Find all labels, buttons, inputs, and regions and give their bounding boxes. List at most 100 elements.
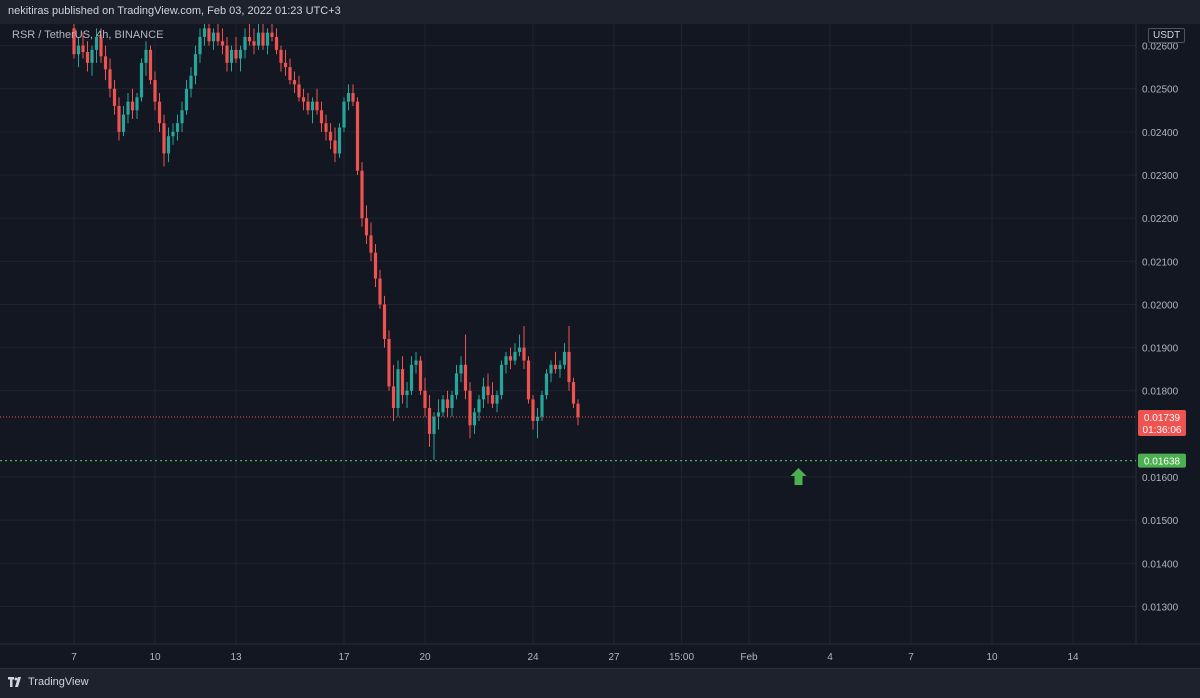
- candle: [355, 97, 360, 176]
- candle-body: [441, 399, 445, 413]
- candle-body: [558, 364, 562, 370]
- candle: [292, 71, 297, 94]
- candle: [99, 28, 103, 63]
- candle: [558, 360, 562, 378]
- y-tick-label: 0.02600: [1142, 42, 1179, 53]
- candle-body: [477, 399, 481, 413]
- candle-body: [387, 338, 391, 387]
- candle: [202, 24, 207, 46]
- candle: [283, 49, 288, 76]
- candle: [526, 356, 531, 404]
- currency-badge[interactable]: USDT: [1148, 28, 1186, 43]
- candle: [279, 45, 283, 72]
- candle-body: [94, 36, 99, 50]
- candle-body: [256, 32, 261, 46]
- chart-area[interactable]: 0.02600 0.02500 0.02400 0.02300 0.02200 0.021…: [0, 24, 1200, 668]
- candle: [256, 24, 261, 50]
- candle-body: [288, 67, 292, 81]
- candle: [544, 369, 549, 400]
- candle-body: [243, 36, 247, 50]
- candle: [184, 80, 189, 115]
- candle: [450, 390, 454, 417]
- candle: [324, 114, 328, 141]
- candle: [130, 88, 135, 119]
- candle: [481, 377, 486, 408]
- candle: [576, 399, 580, 426]
- candle: [418, 356, 423, 396]
- candle: [441, 395, 445, 417]
- candle-body: [513, 351, 517, 361]
- candle-body: [153, 80, 157, 102]
- candle: [265, 28, 270, 55]
- support-price-tag: [1138, 453, 1186, 468]
- candle: [522, 326, 526, 370]
- candle: [495, 390, 499, 413]
- candle-body: [324, 123, 328, 132]
- symbol-label[interactable]: RSR / TetherUS, 4h, BINANCE: [12, 29, 164, 41]
- candle-body: [567, 351, 571, 383]
- candle: [477, 395, 481, 421]
- candle-body: [135, 97, 139, 111]
- x-tick-label: 10: [986, 652, 998, 663]
- candle: [373, 244, 378, 288]
- candle-body: [355, 101, 360, 171]
- candle-body: [396, 369, 400, 408]
- candle: [405, 382, 409, 408]
- candles: [72, 24, 580, 460]
- candle-body: [450, 395, 454, 408]
- candle: [549, 360, 553, 383]
- candle: [369, 222, 373, 262]
- candle-body: [351, 93, 355, 102]
- candle-body: [144, 49, 148, 63]
- candle-body: [499, 364, 504, 396]
- candle-body: [301, 97, 306, 102]
- candle-body: [216, 32, 220, 42]
- candle: [378, 269, 382, 309]
- candle-body: [229, 49, 234, 63]
- candle-body: [535, 416, 540, 421]
- candle: [427, 395, 432, 447]
- candle: [274, 28, 279, 55]
- y-tick-label: 0.02200: [1142, 214, 1179, 225]
- x-tick-label: Feb: [740, 652, 758, 663]
- candle-body: [364, 218, 369, 236]
- candle-body: [225, 45, 229, 63]
- tradingview-logo[interactable]: TradingView: [8, 676, 89, 688]
- x-tick-label: 17: [338, 652, 350, 663]
- candle-body: [184, 88, 189, 111]
- candle-body: [517, 347, 522, 352]
- candle-body: [342, 101, 346, 128]
- candle-body: [504, 356, 508, 365]
- x-tick-label: 27: [608, 652, 620, 663]
- candle-body: [333, 140, 337, 154]
- x-tick-label: 20: [419, 652, 431, 663]
- candlestick-chart[interactable]: 0.02600 0.02500 0.02400 0.02300 0.02200 0.021…: [0, 24, 1200, 668]
- footer-brand: TradingView: [28, 676, 89, 688]
- candle-body: [346, 93, 351, 102]
- candle: [490, 382, 495, 408]
- candle-body: [414, 360, 418, 365]
- candle: [333, 127, 337, 163]
- candle: [247, 24, 252, 46]
- candle: [409, 356, 414, 396]
- candle: [472, 407, 477, 434]
- candle: [148, 45, 153, 85]
- candle: [121, 105, 126, 137]
- tradingview-logo-icon: [8, 677, 21, 687]
- candle: [288, 58, 292, 85]
- candle-body: [234, 49, 238, 59]
- candle-body: [81, 45, 85, 53]
- candle-body: [121, 114, 126, 132]
- candle: [301, 88, 306, 111]
- candle-body: [486, 386, 490, 396]
- candle-body: [189, 75, 193, 89]
- candle: [90, 45, 94, 76]
- candle: [243, 28, 247, 59]
- candle: [571, 377, 576, 408]
- candle-body: [328, 131, 333, 141]
- candle-body: [99, 36, 103, 57]
- candle: [432, 412, 436, 460]
- candle-body: [481, 386, 486, 400]
- candle-body: [76, 45, 81, 55]
- candle: [517, 334, 522, 357]
